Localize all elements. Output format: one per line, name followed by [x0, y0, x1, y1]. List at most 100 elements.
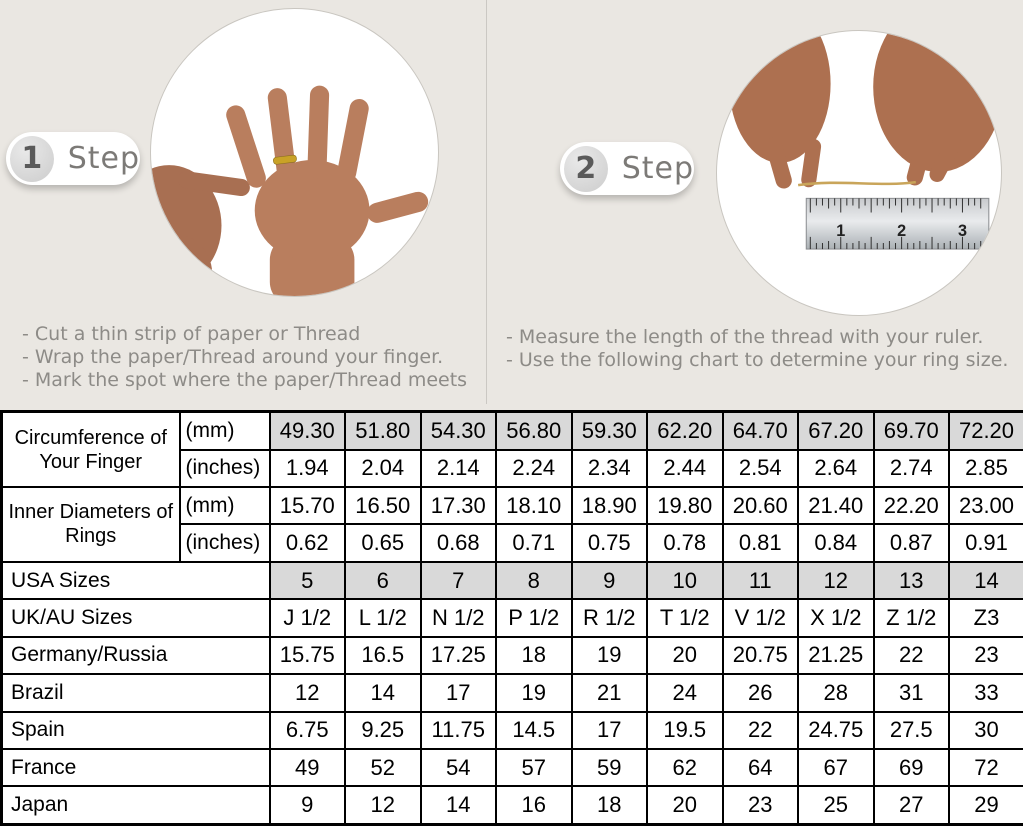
row-label: Spain — [0, 710, 271, 750]
step2-number-badge: 2 — [564, 145, 608, 192]
ruler-icon: 1 2 3 — [805, 197, 990, 250]
size-cell: Z 1/2 — [872, 598, 950, 638]
size-cell: 59 — [570, 747, 648, 788]
size-cell: 8 — [495, 560, 573, 601]
size-cell: R 1/2 — [570, 598, 648, 638]
instruction-line: - Wrap the paper/Thread around your fing… — [22, 346, 444, 368]
size-cell: 67.20 — [797, 410, 875, 451]
ring-size-table: Circumference of Your Finger (mm) 49.30 51.… — [0, 410, 1023, 826]
size-cell: 27.5 — [872, 710, 950, 750]
size-cell: 21.25 — [797, 635, 875, 676]
size-cell: 72 — [948, 747, 1023, 788]
step2-instructions: - Measure the length of the thread with … — [506, 326, 1008, 372]
size-cell: 69 — [872, 747, 950, 788]
size-cell: 10 — [646, 560, 724, 601]
row-label: France — [0, 747, 271, 788]
section-divider — [486, 0, 487, 404]
size-cell: 24.75 — [797, 710, 875, 750]
step2-label: Step — [621, 151, 694, 186]
size-cell: 30 — [948, 710, 1023, 750]
table-row: France 49 52 54 57 59 62 64 67 69 72 — [0, 747, 1023, 788]
gold-ring-icon — [273, 154, 297, 165]
size-cell: 27 — [872, 785, 950, 826]
table-row: Circumference of Your Finger (mm) 49.30 51.… — [0, 410, 1023, 488]
size-cell: N 1/2 — [419, 598, 497, 638]
size-cell: 2.74 — [872, 448, 950, 489]
size-cell: 0.75 — [570, 523, 648, 563]
size-cell: 0.84 — [797, 523, 875, 563]
size-cell: 57 — [495, 747, 573, 788]
size-cell: 16 — [495, 785, 573, 826]
step1-number-badge: 1 — [10, 135, 54, 182]
size-cell: 23 — [721, 785, 799, 826]
size-cell: 9.25 — [344, 710, 422, 750]
size-cell: 11.75 — [419, 710, 497, 750]
size-cell: 20.75 — [721, 635, 799, 676]
size-cell: 69.70 — [872, 410, 950, 451]
step1-badge: 1 Step — [6, 132, 140, 185]
size-cell: 11 — [721, 560, 799, 601]
size-cell: 49.30 — [268, 410, 346, 451]
table-row: Spain 6.75 9.25 11.75 14.5 17 19.5 22 24.75 27.5 3… — [0, 710, 1023, 750]
size-cell: 13 — [872, 560, 950, 601]
row-label: USA Sizes — [0, 560, 271, 601]
table-row: USA Sizes 5 6 7 8 9 10 11 12 13 14 — [0, 560, 1023, 601]
size-cell: 12 — [268, 673, 346, 713]
size-cell: 0.68 — [419, 523, 497, 563]
size-cell: 16.50 — [344, 485, 422, 526]
size-cell: 12 — [797, 560, 875, 601]
size-cell: 51.80 — [344, 410, 422, 451]
size-cell: 31 — [872, 673, 950, 713]
row-label: UK/AU Sizes — [0, 598, 271, 638]
size-cell: 22 — [872, 635, 950, 676]
size-cell: 20 — [646, 785, 724, 826]
size-cell: 21 — [570, 673, 648, 713]
size-cell: 24 — [646, 673, 724, 713]
size-cell: 0.65 — [344, 523, 422, 563]
table-row: UK/AU Sizes J 1/2 L 1/2 N 1/2 P 1/2 R 1/2 T 1/… — [0, 598, 1023, 638]
size-cell: 14 — [419, 785, 497, 826]
size-cell: 49 — [268, 747, 346, 788]
ruler-number-2: 2 — [897, 222, 906, 240]
size-cell: 9 — [570, 560, 648, 601]
ruler-number-1: 1 — [836, 222, 845, 240]
size-cell: 15.75 — [268, 635, 346, 676]
size-cell: 56.80 — [495, 410, 573, 451]
step2-badge: 2 Step — [560, 142, 694, 195]
size-cell: 12 — [344, 785, 422, 826]
size-cell: 17.25 — [419, 635, 497, 676]
table-row: Japan 9 12 14 16 18 20 23 25 27 29 — [0, 785, 1023, 826]
size-cell: 15.70 — [268, 485, 346, 526]
size-cell: 67 — [797, 747, 875, 788]
size-cell: 0.71 — [495, 523, 573, 563]
size-cell: V 1/2 — [721, 598, 799, 638]
ruler-number-3: 3 — [958, 222, 967, 240]
size-cell: 6.75 — [268, 710, 346, 750]
unit-cell: (inches) — [178, 448, 271, 489]
size-cell: 72.20 — [948, 410, 1023, 451]
size-cell: J 1/2 — [268, 598, 346, 638]
size-cell: 19.80 — [646, 485, 724, 526]
size-cell: 2.64 — [797, 448, 875, 489]
size-cell: 0.87 — [872, 523, 950, 563]
size-cell: 17 — [570, 710, 648, 750]
size-cell: 6 — [344, 560, 422, 601]
table-row: (inches) 0.62 0.65 0.68 0.71 0.75 0.78 0.81 0.84… — [2, 523, 1023, 563]
size-cell: 2.85 — [948, 448, 1023, 489]
unit-cell: (inches) — [178, 523, 271, 563]
size-cell: 5 — [268, 560, 346, 601]
size-cell: 54.30 — [419, 410, 497, 451]
size-cell: 1.94 — [268, 448, 346, 489]
step1-photo-circle — [150, 8, 439, 297]
size-cell: Z3 — [948, 598, 1023, 638]
row-group-label: Circumference of Your Finger — [0, 410, 181, 488]
table-row: (inches) 1.94 2.04 2.14 2.24 2.34 2.44 2.54 2.64… — [2, 448, 1023, 489]
size-cell: 22.20 — [872, 485, 950, 526]
size-cell: 33 — [948, 673, 1023, 713]
row-group-label: Inner Diameters of Rings — [0, 486, 181, 563]
size-cell: 19.5 — [646, 710, 724, 750]
unit-cell: (mm) — [178, 410, 271, 451]
unit-cell: (mm) — [178, 485, 271, 526]
size-cell: 14 — [344, 673, 422, 713]
